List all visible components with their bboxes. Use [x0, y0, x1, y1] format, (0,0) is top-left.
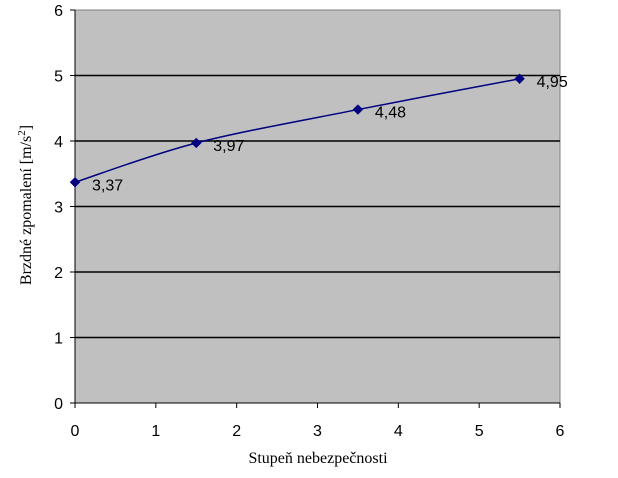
x-tick-label: 4: [394, 423, 403, 440]
y-tick-label: 0: [54, 396, 63, 413]
y-axis-title-main: Brzdné zpomalení [m/s: [18, 136, 35, 285]
y-axis-ticks: 0 1 2 3 4 5 6: [54, 3, 75, 413]
x-tick-label: 3: [313, 423, 322, 440]
x-axis-title: Stupeň nebezpečnosti: [248, 450, 388, 467]
data-point-marker: [191, 137, 202, 149]
x-tick-label: 6: [556, 423, 565, 440]
y-axis-title: Brzdné zpomalení [m/s2]: [16, 125, 35, 285]
y-tick-label: 5: [54, 69, 63, 86]
y-tick-label: 2: [54, 265, 63, 282]
y-tick-label: 3: [54, 200, 63, 217]
data-labels: 3,37 3,97 4,48 4,95: [92, 74, 568, 194]
data-label: 4,95: [537, 74, 568, 91]
x-tick-label: 0: [71, 423, 80, 440]
x-tick-label: 5: [475, 423, 484, 440]
data-label: 4,48: [375, 105, 406, 122]
y-axis-title-superscript: 2: [16, 130, 28, 136]
y-tick-label: 4: [54, 134, 63, 151]
data-label: 3,97: [213, 138, 244, 155]
data-markers: [69, 73, 525, 188]
series-line: [74, 78, 520, 183]
gridlines: [75, 74, 560, 339]
y-tick-label: 1: [54, 331, 63, 348]
x-tick-label: 1: [151, 423, 160, 440]
x-tick-label: 2: [232, 423, 241, 440]
data-point-marker: [352, 104, 364, 115]
y-axis-title-end: ]: [18, 125, 35, 130]
data-label: 3,37: [92, 177, 123, 194]
data-point-marker: [514, 73, 525, 84]
y-tick-label: 6: [54, 3, 63, 20]
x-axis-ticks: 0 1 2 3 4 5 6: [71, 403, 565, 440]
data-point-marker: [69, 177, 81, 188]
